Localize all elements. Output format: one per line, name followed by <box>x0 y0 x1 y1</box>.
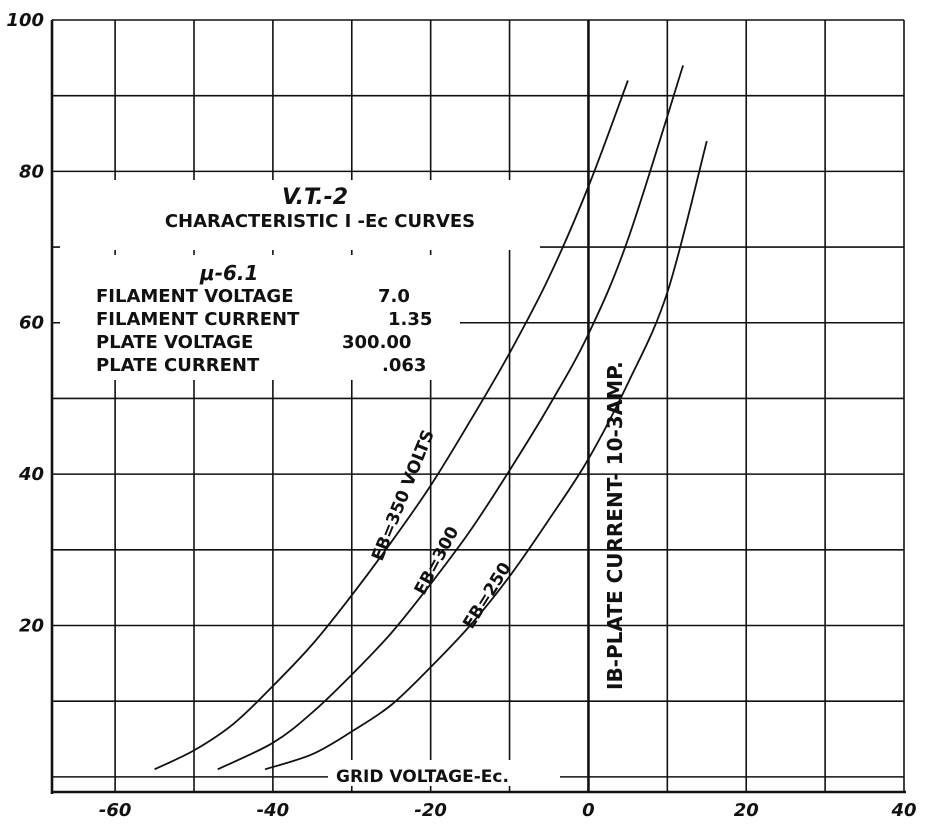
x-tick-label: -60 <box>99 800 132 821</box>
spec-label: PLATE CURRENT <box>96 355 260 376</box>
x-tick-label: 40 <box>890 800 916 821</box>
chart-subtitle: CHARACTERISTIC I -Ec CURVES <box>165 211 475 232</box>
spec-value: 300.00 <box>342 332 411 353</box>
series-line-0 <box>154 80 629 771</box>
x-tick-label: 0 <box>582 800 595 821</box>
y-tick-label: 60 <box>19 313 44 334</box>
x-tick-label: -20 <box>414 800 447 821</box>
mu-label: μ-6.1 <box>199 261 258 285</box>
y-tick-label: 40 <box>18 464 44 485</box>
spec-value: 1.35 <box>388 309 432 330</box>
chart-title: V.T.-2 <box>282 185 348 210</box>
y-tick-label: 80 <box>19 161 44 182</box>
series-label-300: EB=300 <box>411 523 464 598</box>
series-line-1 <box>217 65 684 771</box>
specs-backing <box>60 255 460 380</box>
y-tick-label: 20 <box>19 615 44 636</box>
spec-label: FILAMENT VOLTAGE <box>96 286 294 307</box>
series-line-2 <box>264 140 708 771</box>
specs-table: FILAMENT VOLTAGE 7.0 FILAMENT CURRENT 1.… <box>96 286 432 376</box>
y-axis-label: IB-PLATE CURRENT- 10-3AMP. <box>603 361 627 690</box>
series-label-250: EB=250 <box>459 559 515 633</box>
x-tick-label: 20 <box>734 800 759 821</box>
x-label-backing <box>328 760 560 786</box>
title-backing <box>60 180 540 250</box>
series-curves <box>154 65 708 771</box>
spec-label: PLATE VOLTAGE <box>96 332 253 353</box>
spec-value: .063 <box>382 355 426 376</box>
x-axis-label: GRID VOLTAGE-Ec. <box>336 767 509 787</box>
spec-label: FILAMENT CURRENT <box>96 309 300 330</box>
spec-value: 7.0 <box>378 286 410 307</box>
x-tick-label: -40 <box>257 800 290 821</box>
tick-labels: -60 -40 -20 0 20 40 20 40 60 80 100 <box>6 10 916 821</box>
y-tick-label: 100 <box>6 10 44 31</box>
axes <box>50 20 906 794</box>
series-label-350: EB=350 VOLTS <box>368 427 439 564</box>
grid <box>52 19 905 792</box>
